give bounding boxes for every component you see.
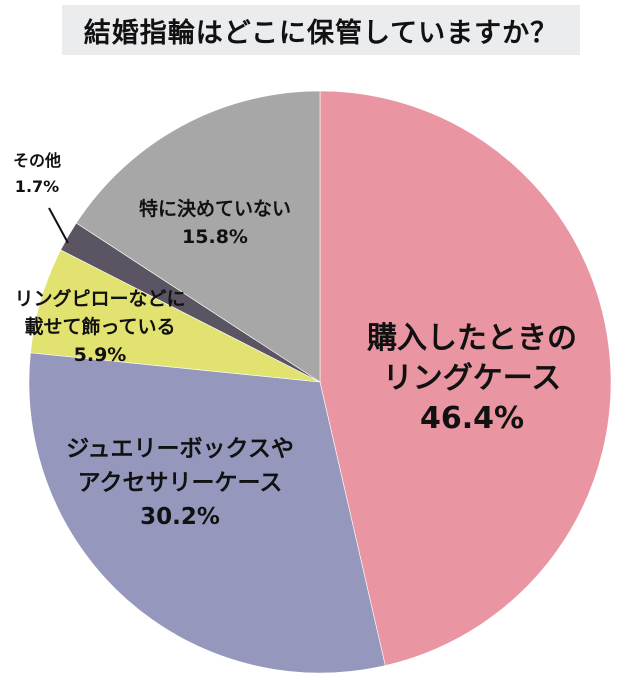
label-jewelry-box-line-1: ジュエリーボックスや xyxy=(66,436,294,462)
label-other-line-1: その他 xyxy=(12,151,62,170)
label-ring-case-line-2: リングケース xyxy=(382,361,562,396)
label-other: その他 1.7% xyxy=(13,148,61,200)
label-undecided-value: 15.8% xyxy=(182,226,248,248)
chart-title: 結婚指輪はどこに保管していますか？ xyxy=(83,17,559,49)
label-ring-pillow-line-1: リングピローなどに xyxy=(14,288,186,310)
label-ring-pillow: リングピローなどに 載せて飾っている 5.9% xyxy=(14,285,185,369)
label-jewelry-box-line-2: アクセサリーケース xyxy=(77,470,283,496)
other-leader-line xyxy=(48,207,69,244)
label-jewelry-box-value: 30.2% xyxy=(140,504,220,530)
slice-undecided xyxy=(75,90,321,383)
label-ring-case: 購入したときの リングケース 46.4% xyxy=(367,319,577,439)
label-other-value: 1.7% xyxy=(14,177,60,196)
label-undecided: 特に決めていない 15.8% xyxy=(139,195,291,251)
slice-jewelry-box xyxy=(28,352,386,674)
chart-title-box: 結婚指輪はどこに保管していますか？ xyxy=(62,5,580,55)
label-ring-pillow-line-2: 載せて飾っている xyxy=(24,316,176,338)
label-ring-pillow-value: 5.9% xyxy=(73,344,127,366)
label-ring-case-line-1: 購入したときの xyxy=(367,321,577,356)
slice-ring-case xyxy=(319,90,612,666)
label-ring-case-value: 46.4% xyxy=(419,401,525,436)
label-undecided-line-1: 特に決めていない xyxy=(138,198,292,220)
label-jewelry-box: ジュエリーボックスや アクセサリーケース 30.2% xyxy=(66,432,294,534)
